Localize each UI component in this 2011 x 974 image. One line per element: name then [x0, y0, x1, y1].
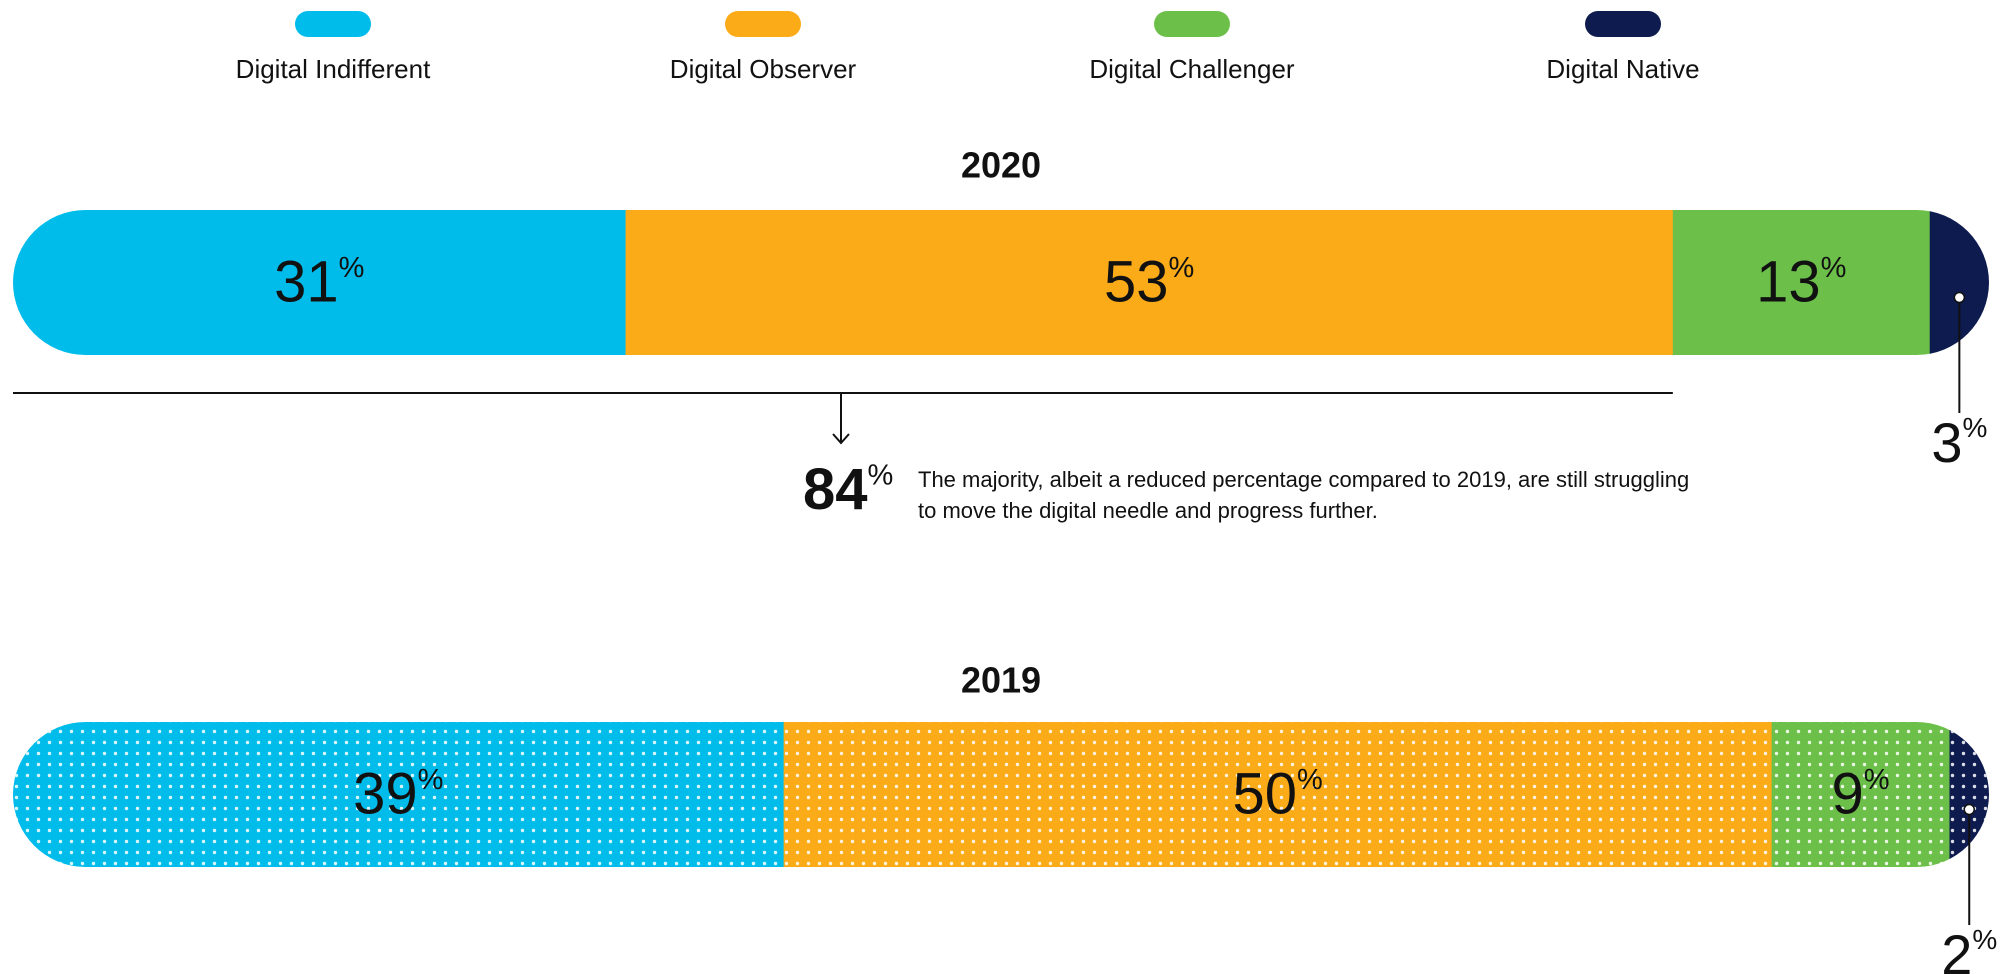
dot-texture: [13, 722, 1989, 867]
legend-swatch: [1154, 11, 1230, 37]
value-label: 53%: [1104, 250, 1194, 315]
row-title: 2019: [961, 660, 1041, 701]
value-label: 9%: [1832, 762, 1890, 827]
value-label: 13%: [1756, 250, 1846, 315]
legend-swatch: [1585, 11, 1661, 37]
bar-segment: [13, 210, 627, 355]
leader-dot: [1953, 291, 1966, 304]
annotation-text: The majority, albeit a reduced percentag…: [918, 467, 1690, 523]
value-label: 50%: [1232, 762, 1322, 827]
row-title: 2020: [961, 145, 1041, 186]
legend-label: Digital Observer: [670, 54, 857, 84]
leader-dot: [1963, 803, 1975, 816]
value-label: 2%: [1941, 923, 1997, 974]
value-label: 31%: [274, 250, 364, 315]
annotation-arrowhead: [832, 433, 850, 445]
value-label: 39%: [353, 762, 443, 827]
legend-label: Digital Native: [1546, 54, 1699, 84]
bar-segment: [1672, 210, 1931, 355]
value-label: 3%: [1931, 411, 1987, 474]
legend-swatch: [725, 11, 801, 37]
legend-label: Digital Indifferent: [236, 54, 431, 84]
bar-row: [13, 722, 1989, 867]
bar-segment: [625, 210, 1674, 355]
legend-label: Digital Challenger: [1089, 54, 1295, 84]
annotation-value: 84%: [803, 457, 893, 522]
bar-row: [13, 210, 1989, 355]
legend-swatch: [295, 11, 371, 37]
